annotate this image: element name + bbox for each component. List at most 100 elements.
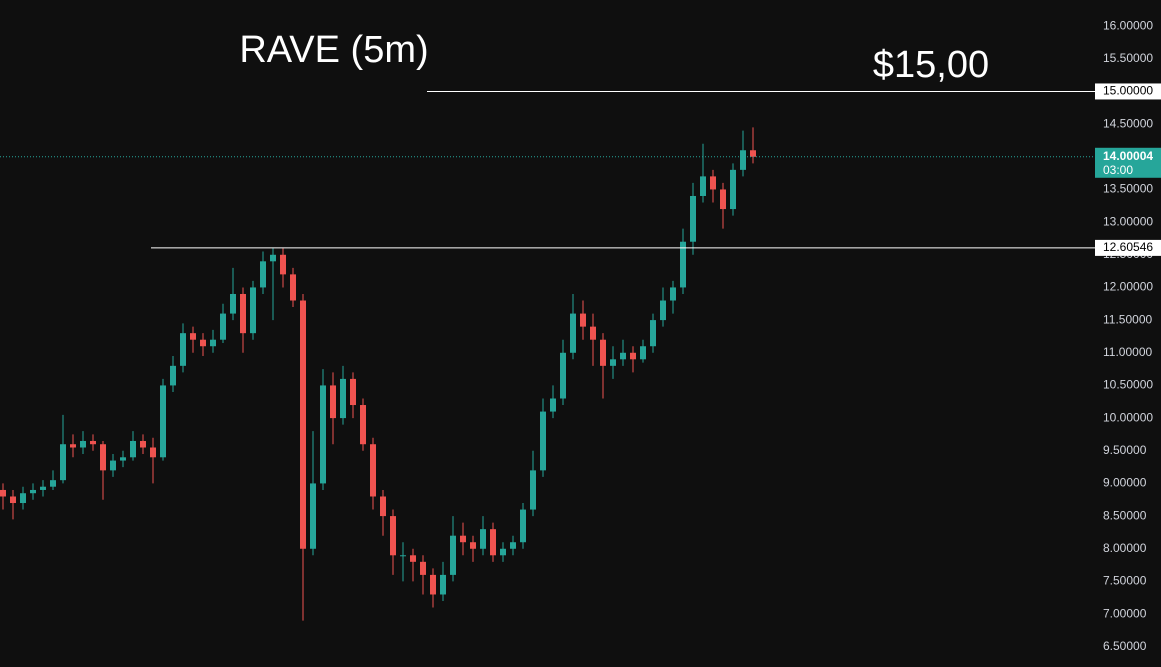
candle-body bbox=[110, 460, 116, 471]
candle-body bbox=[140, 440, 146, 448]
candle-body bbox=[460, 535, 466, 543]
candle-body bbox=[480, 529, 486, 549]
candle-body bbox=[530, 470, 536, 510]
y-tick-label: 8.50000 bbox=[1103, 508, 1147, 522]
candle-body bbox=[320, 385, 326, 484]
candle-body bbox=[80, 440, 86, 448]
candle-body bbox=[540, 411, 546, 471]
candle-body bbox=[240, 293, 246, 334]
candle-body bbox=[160, 385, 166, 458]
candle-body bbox=[600, 339, 606, 366]
candle-body bbox=[520, 509, 526, 543]
candle-body bbox=[220, 313, 226, 340]
candle-body bbox=[700, 176, 706, 196]
candle-body bbox=[20, 493, 26, 504]
candle-body bbox=[420, 561, 426, 575]
candle-body bbox=[230, 293, 236, 314]
y-tick-label: 11.00000 bbox=[1103, 345, 1152, 359]
candle-body bbox=[100, 444, 106, 471]
candle-body bbox=[410, 555, 416, 562]
y-tick-label: 9.00000 bbox=[1103, 476, 1147, 490]
candle-body bbox=[640, 346, 646, 360]
candle-body bbox=[50, 480, 56, 487]
countdown-label: 03:00 bbox=[1103, 163, 1133, 177]
y-tick-label: 16.00000 bbox=[1103, 18, 1153, 32]
candle-body bbox=[210, 339, 216, 347]
candle-body bbox=[400, 555, 406, 557]
candle-body bbox=[300, 300, 306, 549]
candle-body bbox=[40, 486, 46, 490]
candle-body bbox=[150, 447, 156, 458]
y-tick-label: 7.50000 bbox=[1103, 574, 1147, 588]
candle-body bbox=[630, 352, 636, 360]
candle-body bbox=[620, 352, 626, 360]
y-tick-label: 15.50000 bbox=[1103, 51, 1153, 65]
y-tick-label: 12.00000 bbox=[1103, 280, 1153, 294]
candle-body bbox=[730, 169, 736, 210]
candle-body bbox=[190, 333, 196, 340]
candle-body bbox=[180, 333, 186, 366]
candle-body bbox=[350, 378, 356, 406]
candle-body bbox=[590, 326, 596, 340]
candle-body bbox=[560, 352, 566, 399]
candle-body bbox=[680, 241, 686, 288]
price-label-box bbox=[1095, 83, 1161, 100]
y-tick-label: 13.50000 bbox=[1103, 182, 1153, 196]
candle-body bbox=[270, 254, 276, 262]
candle-body bbox=[500, 548, 506, 556]
candle-body bbox=[70, 444, 76, 448]
candle-body bbox=[280, 254, 286, 275]
candle-body bbox=[0, 489, 6, 497]
candle-body bbox=[510, 542, 516, 549]
candle-body bbox=[200, 339, 206, 347]
candle-body bbox=[580, 313, 586, 327]
last-price-label: 14.00004 bbox=[1103, 149, 1153, 163]
last-price-box bbox=[1095, 147, 1161, 178]
candle-body bbox=[490, 529, 496, 556]
candle-body bbox=[290, 274, 296, 301]
candle-body bbox=[250, 287, 256, 334]
candle-body bbox=[30, 489, 36, 494]
y-tick-label: 11.50000 bbox=[1103, 312, 1152, 326]
candle-body bbox=[10, 496, 16, 504]
candle-body bbox=[720, 189, 726, 210]
y-tick-label: 9.50000 bbox=[1103, 443, 1147, 457]
candle-body bbox=[710, 176, 716, 190]
candle-body bbox=[610, 359, 616, 366]
candle-body bbox=[60, 444, 66, 481]
candle-body bbox=[340, 378, 346, 419]
candle-body bbox=[440, 574, 446, 595]
candle-body bbox=[650, 320, 656, 347]
candle-body bbox=[740, 150, 746, 170]
candle-body bbox=[750, 150, 756, 157]
annotation: $15,00 bbox=[873, 44, 989, 86]
candle-body bbox=[450, 535, 456, 575]
candle-body bbox=[670, 287, 676, 301]
candle-body bbox=[690, 195, 696, 242]
candle-body bbox=[120, 457, 126, 461]
candle-body bbox=[470, 542, 476, 549]
y-tick-label: 10.50000 bbox=[1103, 378, 1153, 392]
y-tick-label: 6.50000 bbox=[1103, 639, 1147, 653]
y-tick-label: 10.00000 bbox=[1103, 410, 1153, 424]
candle-body bbox=[430, 574, 436, 595]
candle-body bbox=[360, 405, 366, 445]
y-tick-label: 7.00000 bbox=[1103, 606, 1147, 620]
candle-body bbox=[570, 313, 576, 353]
candle-body bbox=[370, 444, 376, 497]
price-label-box bbox=[1095, 239, 1161, 256]
candle-body bbox=[90, 440, 96, 445]
chart-title: RAVE (5m) bbox=[239, 29, 428, 71]
candle-body bbox=[310, 483, 316, 549]
candle-body bbox=[660, 300, 666, 321]
y-tick-label: 8.00000 bbox=[1103, 541, 1147, 555]
candle-body bbox=[380, 496, 386, 517]
y-tick-label: 13.00000 bbox=[1103, 214, 1153, 228]
candle-body bbox=[330, 385, 336, 419]
y-tick-label: 14.50000 bbox=[1103, 116, 1153, 130]
price-label: 12.60546 bbox=[1103, 240, 1153, 254]
candle-body bbox=[550, 398, 556, 412]
candle-body bbox=[130, 440, 136, 458]
